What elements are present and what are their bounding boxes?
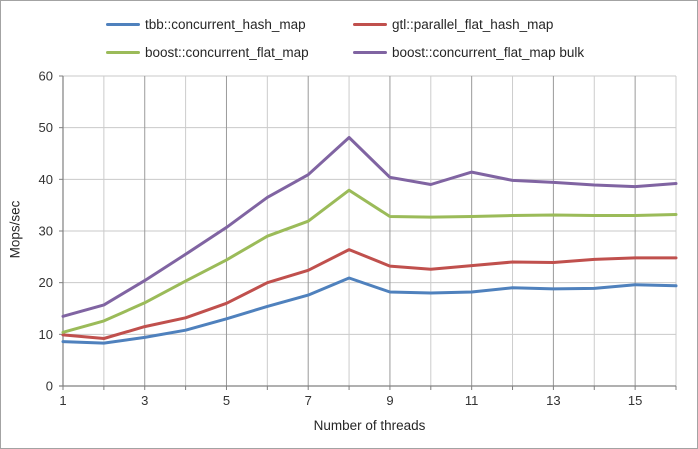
- y-tick-label: 60: [39, 69, 53, 84]
- legend-label: boost::concurrent_flat_map: [145, 44, 309, 60]
- legend-item-boost-concurrent-flat-map-bulk: boost::concurrent_flat_map bulk: [353, 44, 584, 60]
- legend-swatch-boost-bulk: [353, 50, 387, 54]
- y-tick-label: 10: [39, 327, 53, 342]
- y-tick-label: 0: [46, 379, 53, 394]
- legend-label: gtl::parallel_flat_hash_map: [392, 16, 554, 32]
- x-tick-label: 11: [465, 393, 479, 408]
- y-tick-label: 50: [39, 120, 53, 135]
- x-tick-label: 5: [223, 393, 230, 408]
- x-axis-title: Number of threads: [313, 418, 426, 433]
- series-line-boost-concurrent-flat-map: [61, 188, 678, 334]
- y-tick-label: 40: [39, 172, 53, 187]
- y-tick-label: 20: [39, 275, 53, 290]
- x-tick-label: 7: [305, 393, 312, 408]
- series-line-tbb-concurrent-hash-map: [61, 276, 678, 345]
- x-tick-label: 13: [546, 393, 560, 408]
- legend-item-gtl-parallel-flat-hash-map: gtl::parallel_flat_hash_map: [353, 16, 553, 32]
- y-tick-label: 30: [39, 224, 53, 239]
- legend-label: tbb::concurrent_hash_map: [145, 16, 306, 32]
- legend-swatch-gtl: [353, 22, 387, 26]
- series-line-boost-concurrent-flat-map-bulk: [61, 136, 678, 318]
- legend-item-tbb-concurrent-hash-map: tbb::concurrent_hash_map: [106, 16, 306, 32]
- legend-label: boost::concurrent_flat_map bulk: [392, 44, 585, 60]
- x-tick-label: 3: [141, 393, 148, 408]
- x-tick-label: 1: [59, 393, 66, 408]
- series-line-gtl-parallel-flat-hash-map: [61, 248, 678, 340]
- legend-item-boost-concurrent-flat-map: boost::concurrent_flat_map: [106, 44, 309, 60]
- x-tick-label: 9: [386, 393, 393, 408]
- legend-swatch-tbb: [106, 22, 140, 26]
- y-axis-title: Mops/sec: [7, 200, 23, 259]
- x-tick-label: 15: [628, 393, 642, 408]
- legend-swatch-boost: [106, 50, 140, 54]
